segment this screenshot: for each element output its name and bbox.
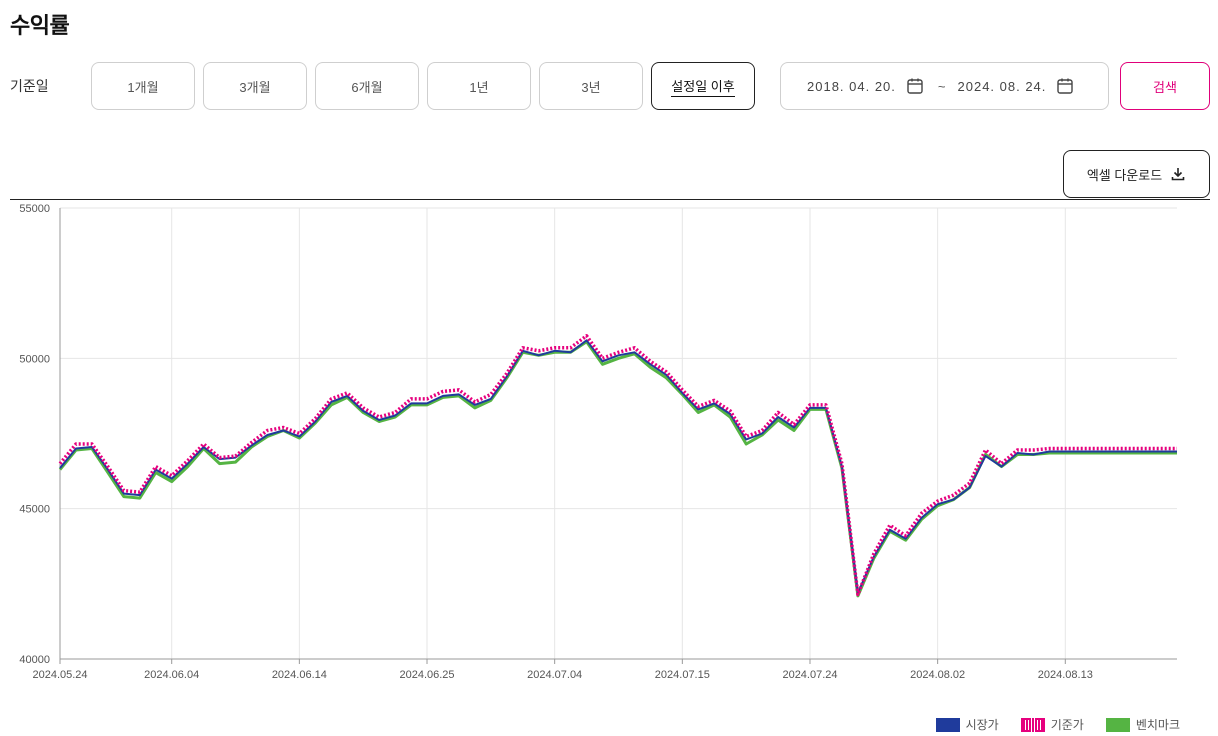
page-title: 수익률	[10, 13, 70, 38]
legend-swatch	[935, 717, 960, 732]
legend-swatch	[1020, 717, 1045, 732]
period-label: 1년	[469, 79, 489, 95]
x-tick-label: 2024.08.13	[1038, 669, 1093, 681]
excel-download-label: 엑셀 다운로드	[1086, 167, 1163, 183]
legend-item-benchmark[interactable]: 벤치마크	[1105, 716, 1180, 733]
period-label: 3년	[581, 79, 601, 95]
period-label: 6개월	[351, 79, 383, 95]
series-line-benchmark	[58, 340, 1177, 598]
x-tick-label: 2024.05.24	[32, 669, 87, 681]
x-tick-label: 2024.06.04	[144, 669, 199, 681]
chart-legend: 시장가 기준가 벤치마크	[935, 716, 1180, 733]
end-date-field[interactable]: 2024. 08. 24.	[957, 78, 1047, 94]
period-label: 설정일 이후	[671, 76, 735, 97]
x-tick-label: 2024.07.15	[655, 669, 710, 681]
series-line-nav	[58, 334, 1177, 597]
y-tick-label: 55000	[19, 203, 50, 215]
legend-item-nav[interactable]: 기준가	[1020, 716, 1084, 733]
legend-label: 벤치마크	[1135, 718, 1180, 732]
period-button-since-inception[interactable]: 설정일 이후	[651, 62, 755, 110]
legend-label: 기준가	[1050, 718, 1084, 732]
search-button[interactable]: 검색	[1120, 62, 1210, 110]
period-button-1m[interactable]: 1개월	[91, 62, 195, 110]
period-button-6m[interactable]: 6개월	[315, 62, 419, 110]
date-separator: ~	[937, 78, 946, 94]
legend-label: 시장가	[965, 718, 999, 732]
start-date-field[interactable]: 2018. 04. 20.	[807, 78, 896, 94]
period-button-1y[interactable]: 1년	[427, 62, 531, 110]
base-date-label: 기준일	[10, 78, 49, 94]
period-label: 3개월	[239, 79, 271, 95]
calendar-icon[interactable]	[1056, 77, 1074, 95]
y-tick-label: 50000	[19, 353, 50, 365]
chart-divider	[10, 199, 1210, 200]
x-tick-label: 2024.06.14	[272, 669, 327, 681]
y-tick-label: 45000	[19, 504, 50, 516]
period-label: 1개월	[127, 79, 159, 95]
x-tick-label: 2024.07.04	[527, 669, 582, 681]
date-range-picker[interactable]: 2018. 04. 20. ~ 2024. 08. 24.	[780, 62, 1109, 110]
x-tick-label: 2024.07.24	[782, 669, 837, 681]
period-button-3y[interactable]: 3년	[539, 62, 643, 110]
period-button-3m[interactable]: 3개월	[203, 62, 307, 110]
calendar-icon[interactable]	[906, 77, 924, 95]
download-icon	[1171, 168, 1185, 181]
x-tick-label: 2024.08.02	[910, 669, 965, 681]
excel-download-button[interactable]: 엑셀 다운로드	[1063, 150, 1210, 198]
returns-line-chart: 40000 45000 50000 55000 2024.05.24 2024.06.04…	[19, 203, 1177, 681]
x-tick-label: 2024.06.25	[399, 669, 454, 681]
y-tick-label: 40000	[19, 654, 50, 666]
series-line-market-price	[59, 339, 1177, 594]
legend-swatch	[1105, 717, 1130, 732]
legend-item-market-price[interactable]: 시장가	[935, 716, 999, 733]
